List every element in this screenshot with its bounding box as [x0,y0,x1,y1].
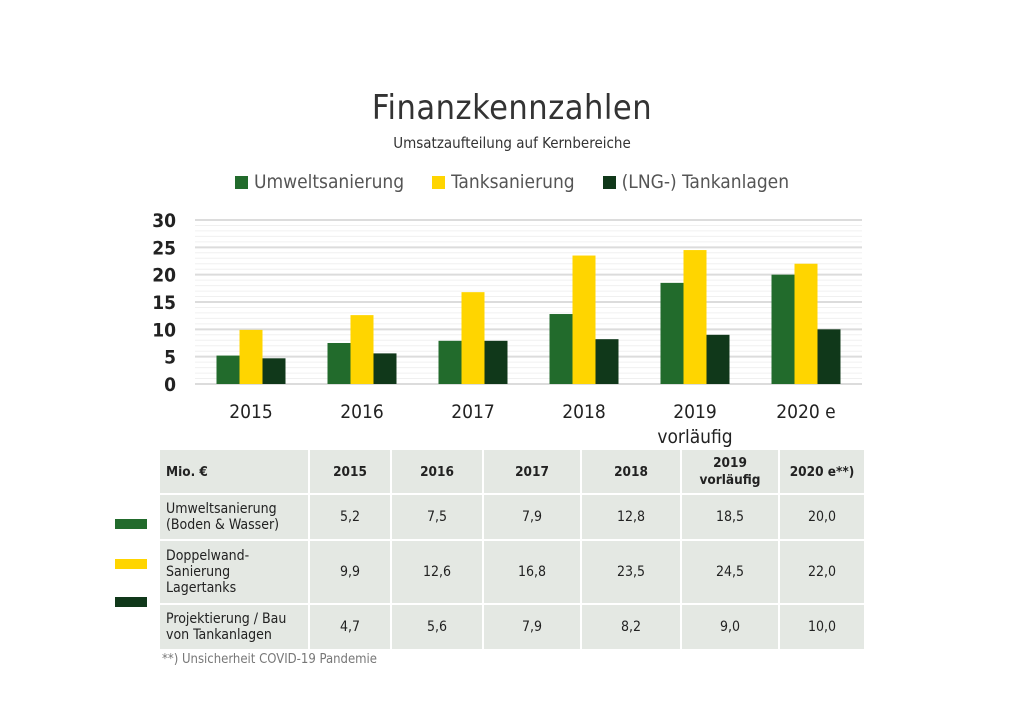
legend-swatch [234,175,248,189]
footnote: **) Unsicherheit COVID-19 Pandemie [162,652,377,667]
bar-umweltsanierung-2020e [771,274,795,384]
cell: 9,0 [682,605,778,649]
bar-lngtankanlagen-2020e [817,329,841,384]
table-header-row: Mio. € 2015 2016 2017 2018 2019 vorläufig… [160,450,864,493]
cell: 22,0 [780,541,864,603]
header-2019: 2019 vorläufig [682,450,778,493]
x-tick-label: 2020 e [776,401,835,423]
y-tick-label: 30 [152,210,176,232]
bar-lngtankanlagen-2017 [484,340,508,384]
bar-tanksanierung-2017 [461,292,485,384]
cell: 24,5 [682,541,778,603]
bar-tanksanierung-2015 [239,329,263,384]
x-tick-label: 2019 [673,401,717,423]
cell: 12,6 [392,541,482,603]
cell: 7,9 [484,495,580,539]
row-swatch-umweltsanierung [115,519,147,529]
bar-lngtankanlagen-2018 [595,339,619,384]
cell: 9,9 [310,541,390,603]
legend-item: (LNG-) Tankanlagen [602,171,790,193]
cell: 16,8 [484,541,580,603]
legend-label: (LNG-) Tankanlagen [621,171,790,193]
bar-umweltsanierung-2017 [438,340,462,384]
bar-umweltsanierung-2016 [327,343,351,384]
table-row: Doppelwand- Sanierung Lagertanks 9,9 12,6 … [160,541,864,603]
data-table: Mio. € 2015 2016 2017 2018 2019 vorläufig… [158,448,866,651]
bar-umweltsanierung-2018 [549,314,573,384]
row-swatch-tanksanierung [115,559,147,569]
cell: 8,2 [582,605,680,649]
bar-tanksanierung-2018 [572,255,596,384]
legend-swatch [432,175,446,189]
header-2018: 2018 [582,450,680,493]
x-tick-sublabel: vorläufig [657,426,732,448]
bar-umweltsanierung-2015 [216,355,240,384]
cell: 7,9 [484,605,580,649]
cell: 7,5 [392,495,482,539]
legend-label: Umweltsanierung [253,171,405,193]
header-unit: Mio. € [160,450,308,493]
header-2020: 2020 e**) [780,450,864,493]
bar-lngtankanlagen-2019 [706,334,730,384]
x-tick-label: 2017 [451,401,495,423]
x-tick-label: 2015 [229,401,273,423]
header-2015: 2015 [310,450,390,493]
cell: 5,6 [392,605,482,649]
cell: 4,7 [310,605,390,649]
y-tick-label: 10 [152,319,176,341]
header-2019-year: 2019 [713,454,747,471]
bar-umweltsanierung-2019 [660,282,684,384]
y-tick-label: 5 [164,347,176,369]
cell: 10,0 [780,605,864,649]
cell: 18,5 [682,495,778,539]
chart-subtitle: Umsatzaufteilung auf Kernbereiche [393,134,631,152]
row-label: Doppelwand- Sanierung Lagertanks [160,541,308,603]
legend-item: Tanksanierung [432,171,575,193]
row-label: Projektierung / Bau von Tankanlagen [160,605,308,649]
header-2017: 2017 [484,450,580,493]
bar-lngtankanlagen-2015 [262,358,286,384]
table-row: Projektierung / Bau von Tankanlagen 4,7 5… [160,605,864,649]
row-label: Umweltsanierung (Boden & Wasser) [160,495,308,539]
legend-item: Umweltsanierung [234,171,405,193]
x-tick-label: 2018 [562,401,606,423]
header-2016: 2016 [392,450,482,493]
table-row: Umweltsanierung (Boden & Wasser) 5,2 7,5 … [160,495,864,539]
bar-tanksanierung-2019 [683,250,707,384]
legend-swatch [602,175,616,189]
bar-tanksanierung-2020e [794,263,818,384]
bar-lngtankanlagen-2016 [373,353,397,384]
y-tick-label: 0 [164,374,176,396]
y-tick-label: 15 [152,292,176,314]
y-tick-label: 25 [152,237,176,259]
cell: 5,2 [310,495,390,539]
row-swatch-tankanlagen [115,597,147,607]
y-tick-label: 20 [152,265,176,287]
legend-label: Tanksanierung [451,171,575,193]
cell: 23,5 [582,541,680,603]
cell: 12,8 [582,495,680,539]
x-tick-label: 2016 [340,401,384,423]
legend: Umweltsanierung Tanksanierung (LNG-) Tanka… [0,171,1024,193]
chart-title: Finanzkennzahlen [371,88,653,128]
header-2019-sub: vorläufig [699,471,761,488]
cell: 20,0 [780,495,864,539]
bar-tanksanierung-2016 [350,315,374,384]
